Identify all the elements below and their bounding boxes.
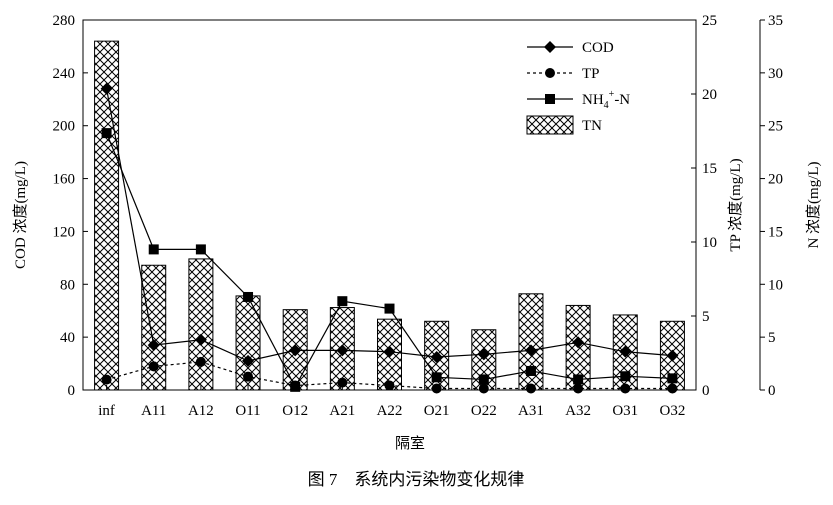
tp-point-inf [101,374,112,385]
cod-point-A22 [383,345,396,358]
nh4-n-point-A32 [573,374,584,385]
tn-bar-inf [94,40,120,391]
x-tick-label: A11 [141,403,166,419]
nh4-n-point-A31 [525,365,536,376]
x-tick-label: O11 [235,403,260,419]
n-tick-label: 0 [768,383,776,399]
legend-tp-label: TP [582,66,600,82]
cod-point-O21 [430,350,443,363]
axes: 0 40 80 120 160 200 240 280 0 5 10 15 20 25 0 5 10 15 20 25… [53,13,784,419]
x-tick-label: O31 [612,403,638,419]
left-tick-label: 240 [53,66,76,82]
cod-point-A32 [572,336,585,349]
series-markers [100,82,679,394]
tn-bar-A12 [188,258,214,391]
cod-point-O11 [242,354,255,367]
left-tick-label: 200 [53,119,76,135]
x-tick-label: A21 [329,403,355,419]
cod-point-A31 [524,344,537,357]
tp-point-A21 [337,377,348,388]
cod-point-A21 [336,344,349,357]
nh4-n-point-inf [101,128,112,139]
cod-point-inf [100,82,113,95]
legend-nh4-n-label: NH4+-N [582,89,630,111]
figure-caption: 图 7 系统内污染物变化规律 [308,470,525,489]
x-tick-label: O21 [424,403,450,419]
left-tick-label: 40 [60,330,75,346]
left-tick-label: 120 [53,224,76,240]
tp-tick-label: 15 [702,161,717,177]
n-tick-label: 25 [768,119,783,135]
left-axis-title: COD 浓度(mg/L) [12,161,29,269]
left-tick-label: 80 [60,277,75,293]
legend-tn-label: TN [582,118,602,134]
cod-point-A11 [147,339,160,352]
x-axis-title: 隔室 [395,435,425,452]
n-tick-label: 5 [768,330,776,346]
legend-cod-marker [544,41,556,53]
n-axis-title: N 浓度(mg/L) [805,161,822,248]
tp-point-O11 [243,371,254,382]
tn-bars [94,40,685,391]
x-tick-label: inf [98,403,115,419]
nh4-n-point-A22 [384,303,395,314]
nh4-n-point-O32 [667,373,678,384]
nh4-n-point-O31 [620,371,631,382]
cod-point-O22 [477,348,490,361]
n-tick-label: 30 [768,66,783,82]
legend: COD TP NH4+-N TN [526,40,630,135]
x-tick-label: A31 [518,403,544,419]
nh4-n-point-O11 [243,291,254,302]
x-tick-label: O22 [471,403,497,419]
tp-tick-label: 10 [702,235,717,251]
tp-tick-label: 5 [702,309,710,325]
left-tick-label: 280 [53,13,76,29]
n-tick-label: 15 [768,224,783,240]
nh4-n-point-O22 [478,374,489,385]
left-tick-label: 0 [68,383,76,399]
nh4-n-point-O21 [431,372,442,383]
n-tick-label: 35 [768,13,783,29]
n-tick-label: 10 [768,277,783,293]
tp-point-A11 [148,361,159,372]
cod-point-O31 [619,345,632,358]
left-tick-label: 160 [53,172,76,188]
x-tick-label: A22 [377,403,403,419]
legend-tp-marker [545,68,555,78]
n-tick-label: 20 [768,172,783,188]
nh4-n-point-A21 [337,296,348,307]
x-tick-label: O32 [660,403,686,419]
legend-nh4-n-marker [545,94,555,104]
tp-point-A12 [195,356,206,367]
tp-tick-label: 0 [702,383,710,399]
x-tick-label: A32 [565,403,591,419]
nh4-n-point-A12 [195,244,206,255]
tp-tick-label: 25 [702,13,717,29]
cod-point-O12 [289,344,302,357]
cod-point-A12 [194,333,207,346]
tp-tick-label: 20 [702,87,717,103]
x-tick-label: A12 [188,403,214,419]
legend-cod-label: COD [582,40,614,56]
tp-axis-title: TP 浓度(mg/L) [727,158,744,251]
cod-point-O32 [666,349,679,362]
x-tick-label: O12 [282,403,308,419]
legend-tn-swatch [526,115,574,135]
nh4-n-point-A11 [148,244,159,255]
